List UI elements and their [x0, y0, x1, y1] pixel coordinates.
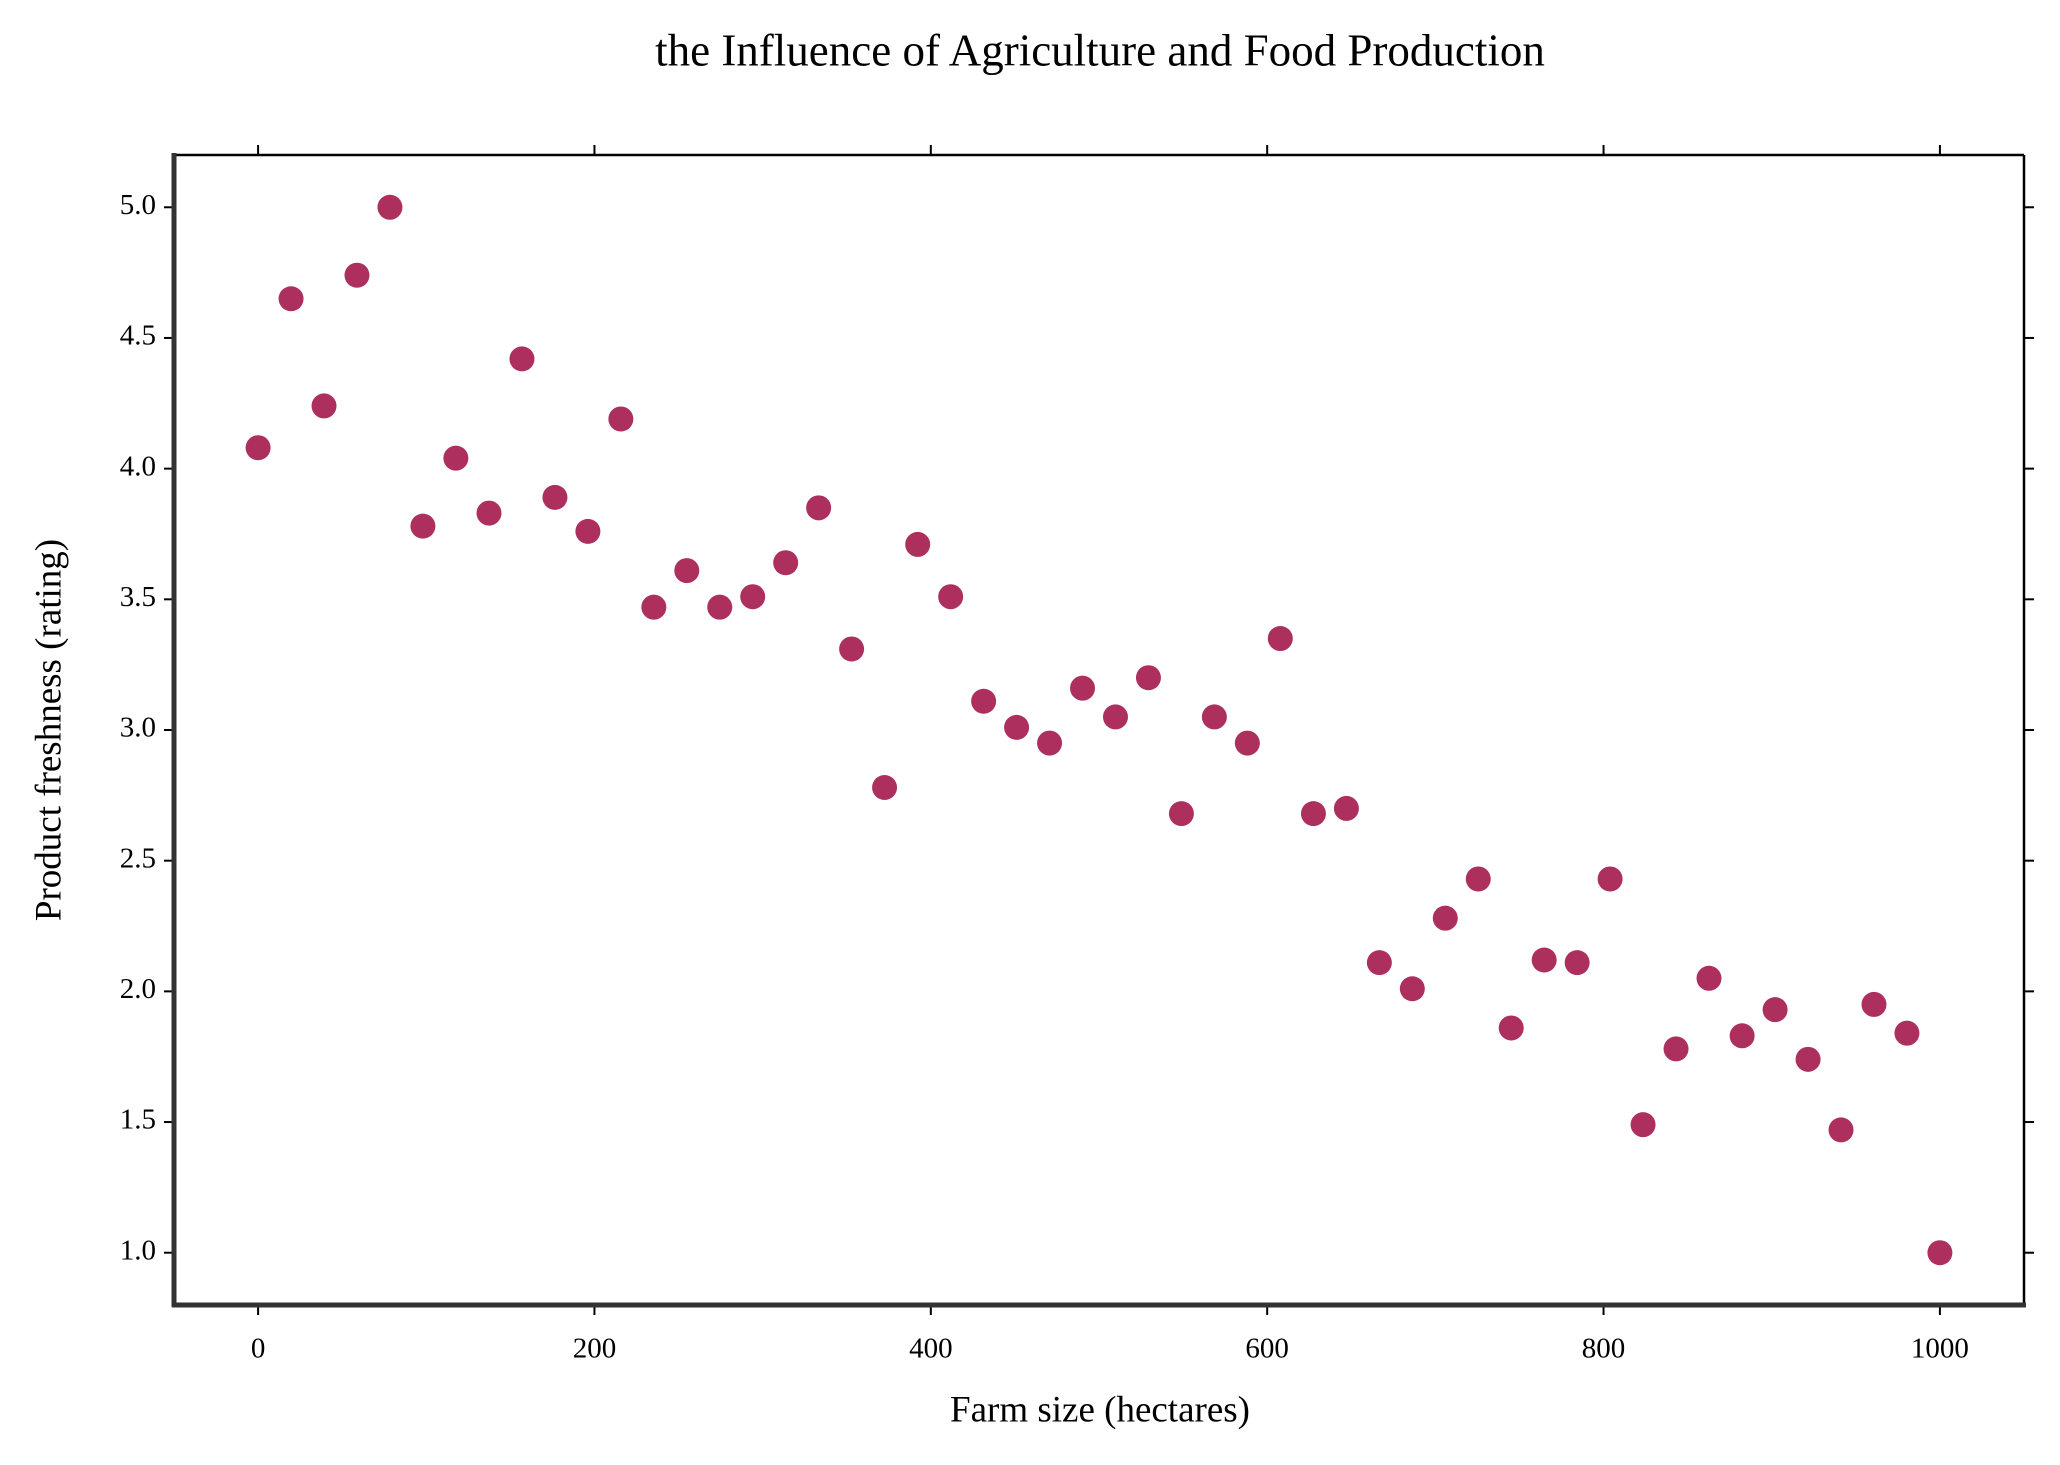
point [1102, 704, 1128, 730]
x-tick-label: 1000 [1911, 1333, 1969, 1365]
point [377, 194, 403, 220]
point [1070, 675, 1096, 701]
point [839, 636, 865, 662]
point [938, 584, 964, 610]
point [476, 500, 502, 526]
y-tick-label: 1.5 [120, 1104, 156, 1136]
point [1861, 991, 1887, 1017]
point [608, 406, 634, 432]
y-tick-label: 3.5 [120, 581, 156, 613]
point [773, 550, 799, 576]
point [245, 435, 271, 461]
point [1465, 866, 1491, 892]
point [1037, 730, 1063, 756]
point [575, 518, 601, 544]
x-tick-label: 200 [573, 1333, 617, 1365]
point [1267, 626, 1293, 652]
point [278, 286, 304, 312]
point [1300, 801, 1326, 827]
point [1168, 801, 1194, 827]
point [1498, 1015, 1524, 1041]
point [1795, 1046, 1821, 1072]
point [311, 393, 337, 419]
point [806, 495, 832, 521]
y-tick-label: 3.0 [120, 712, 156, 744]
x-tick-label: 400 [909, 1333, 953, 1365]
y-tick-label: 2.0 [120, 973, 156, 1005]
point [1597, 866, 1623, 892]
point [1234, 730, 1260, 756]
y-tick-label: 1.0 [120, 1234, 156, 1266]
point [1531, 947, 1557, 973]
y-tick-label: 5.0 [120, 189, 156, 221]
point [410, 513, 436, 539]
point [1201, 704, 1227, 730]
point [542, 484, 568, 510]
x-tick-label: 600 [1245, 1333, 1289, 1365]
x-tick-label: 800 [1582, 1333, 1626, 1365]
x-tick-label: 0 [251, 1333, 266, 1365]
point [443, 445, 469, 471]
point [1135, 665, 1161, 691]
y-tick-label: 2.5 [120, 842, 156, 874]
point [1696, 965, 1722, 991]
point [1432, 905, 1458, 931]
point [509, 346, 535, 372]
y-axis-label: Product freshness (rating) [28, 539, 69, 921]
point [707, 594, 733, 620]
point [1663, 1036, 1689, 1062]
point [872, 775, 898, 800]
point [1828, 1117, 1854, 1143]
point [971, 688, 997, 714]
point [1630, 1112, 1656, 1138]
x-axis-label: Farm size (hectares) [950, 1389, 1250, 1430]
point [674, 558, 700, 584]
point [1894, 1020, 1920, 1046]
point [1762, 997, 1788, 1023]
point [1729, 1023, 1755, 1049]
point [1366, 950, 1392, 976]
point [1333, 795, 1359, 821]
point [1564, 950, 1590, 976]
point [1399, 976, 1425, 1002]
point [1004, 714, 1030, 740]
chart-title: the Influence of Agriculture and Food Pr… [655, 25, 1545, 75]
point [1927, 1240, 1953, 1266]
point [740, 584, 766, 610]
y-tick-label: 4.5 [120, 320, 156, 352]
point [641, 594, 667, 620]
point [344, 262, 370, 288]
point [905, 531, 931, 557]
y-tick-label: 4.0 [120, 450, 156, 482]
